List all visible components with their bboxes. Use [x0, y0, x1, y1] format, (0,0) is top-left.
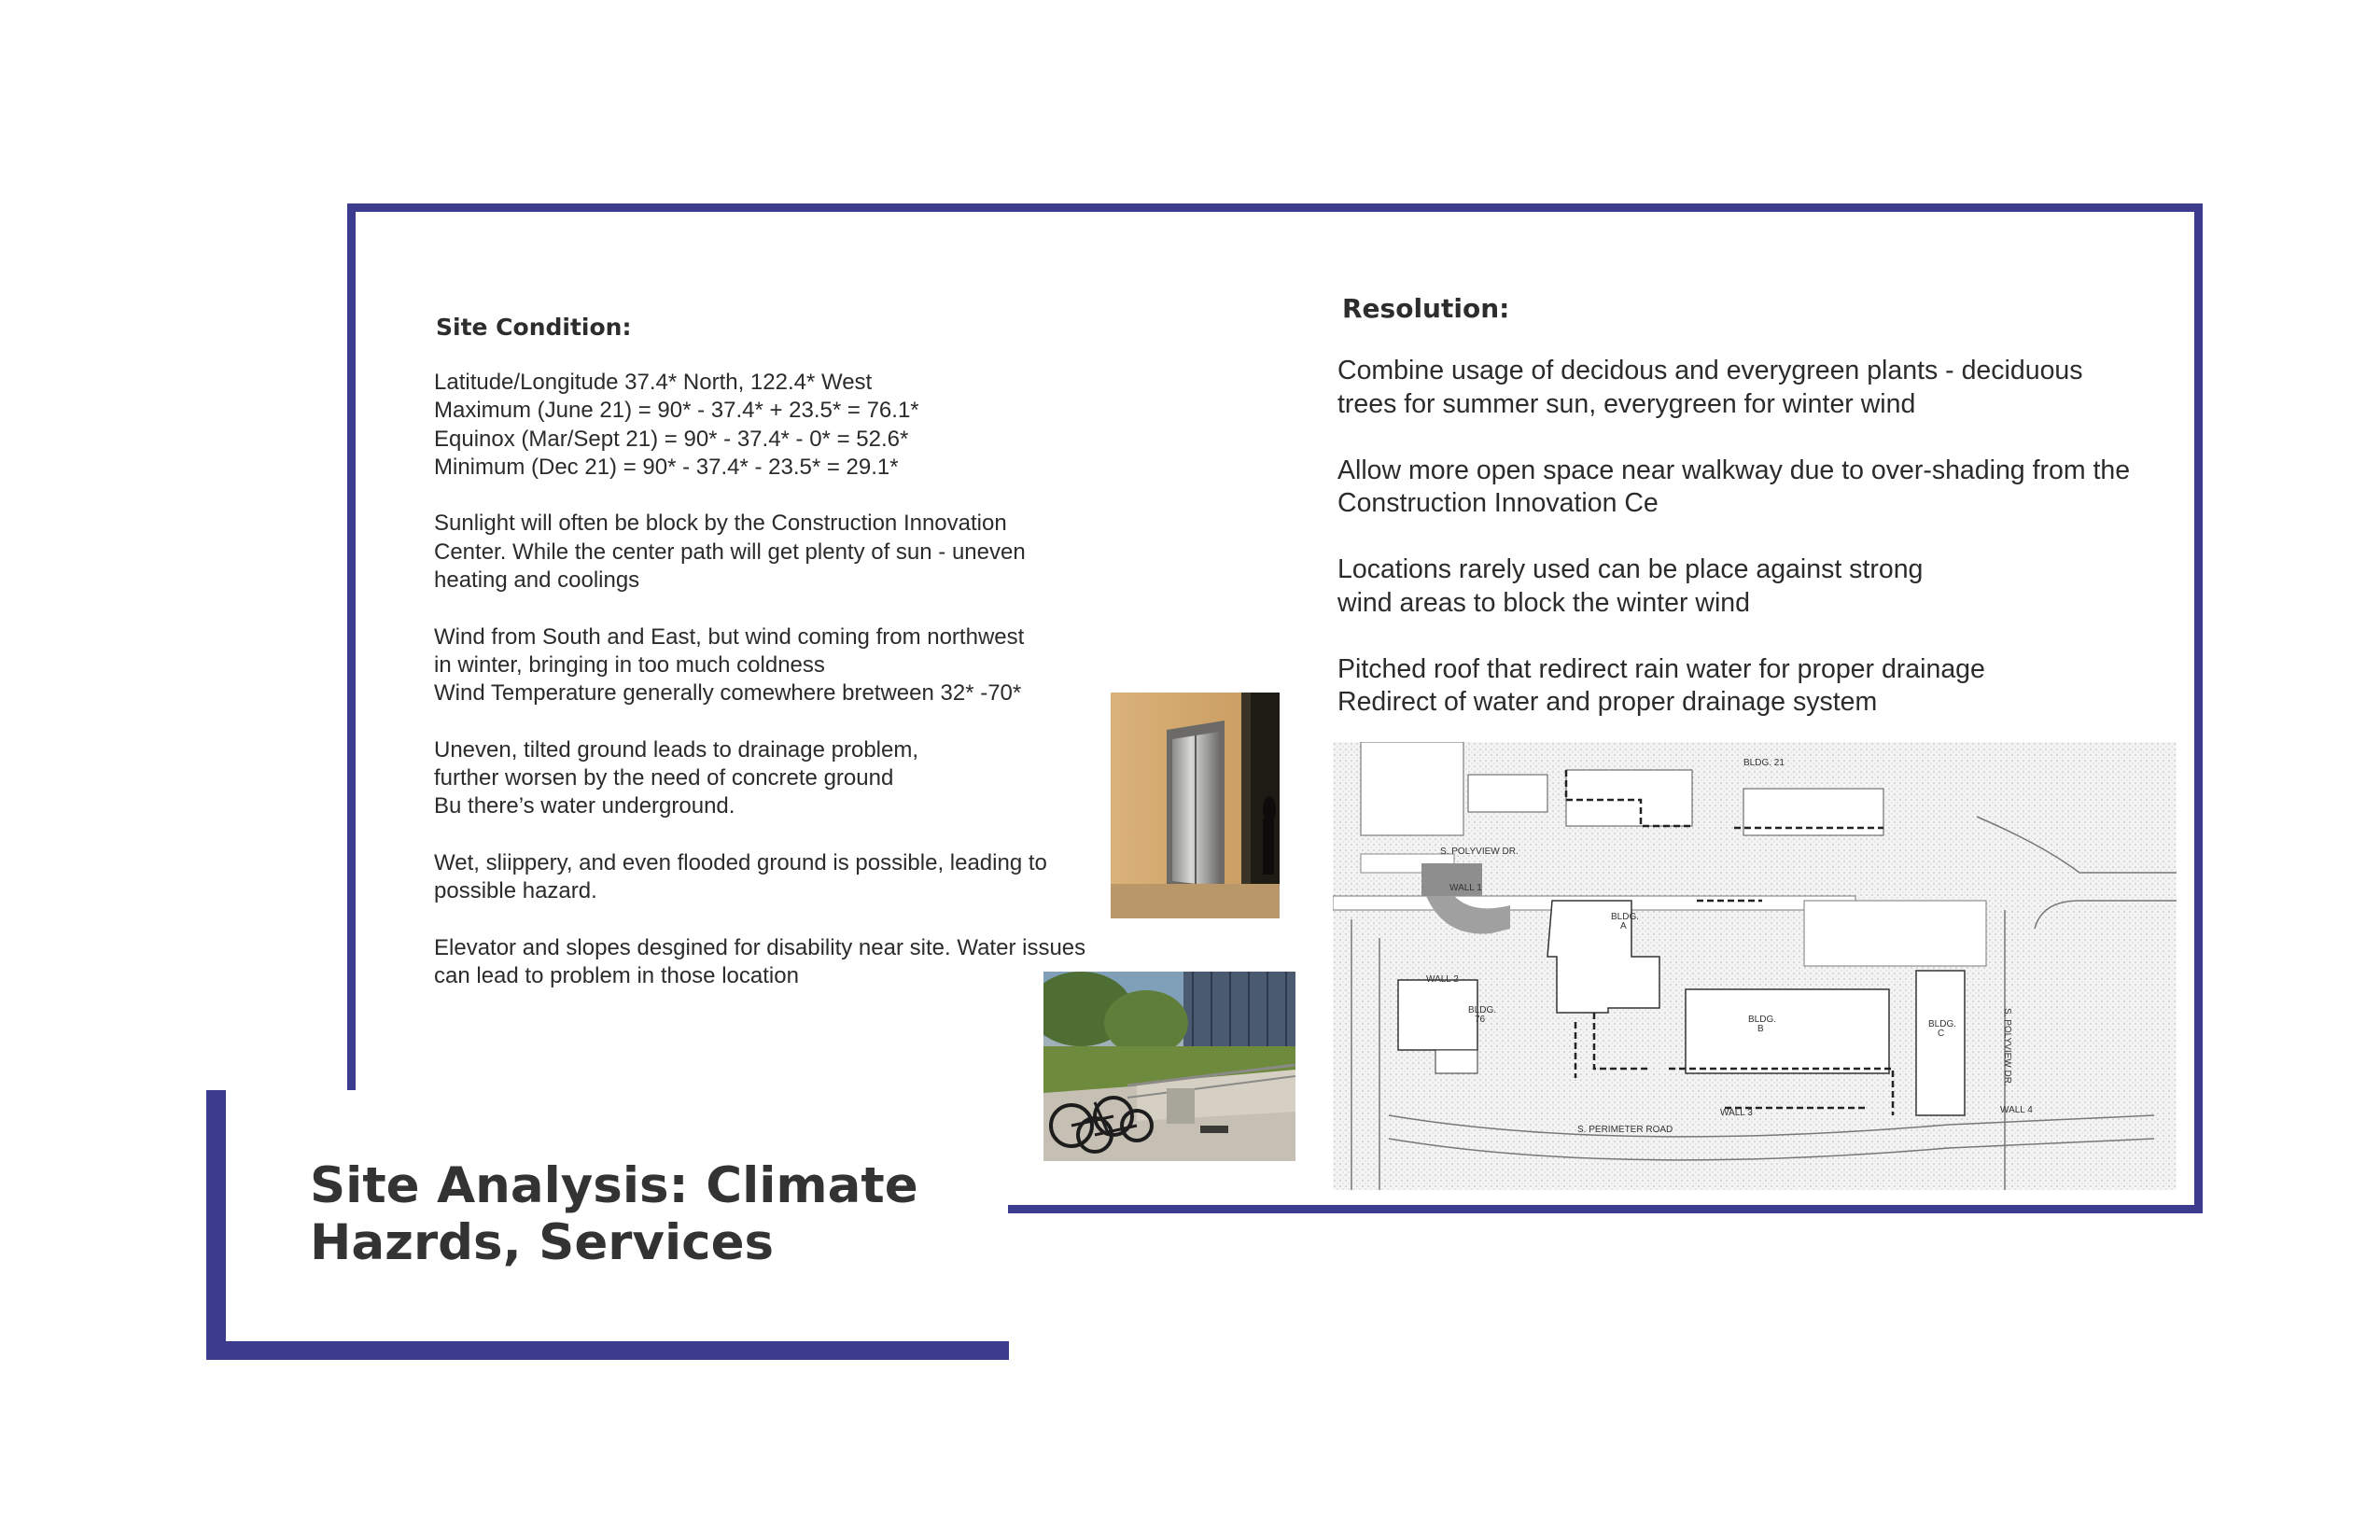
label-bldgc-1: BLDG. [1928, 1019, 1956, 1029]
site-condition-paragraph: Elevator and slopes desgined for disabil… [434, 934, 1086, 989]
frame-left-line [347, 203, 356, 1090]
site-condition-paragraph: Sunlight will often be block by the Cons… [434, 511, 1026, 594]
elevator-photo-graphic [1111, 693, 1280, 918]
label-bldgb-2: B [1757, 1024, 1764, 1034]
label-wall4: WALL 4 [2000, 1105, 2033, 1115]
frame-mid-bottom-line [1008, 1205, 2203, 1213]
label-bldgc-2: C [1938, 1029, 1944, 1039]
label-wall3: WALL 3 [1720, 1108, 1753, 1118]
label-bldgb-1: BLDG. [1748, 1015, 1776, 1025]
resolution-paragraph: Pitched roof that redirect rain water fo… [1337, 653, 1985, 718]
label-wall2: WALL 2 [1426, 974, 1459, 985]
title-box-bottom-line [206, 1341, 1009, 1360]
site-condition-paragraph: Wind from South and East, but wind comin… [434, 623, 1025, 707]
elevator-photo [1111, 693, 1280, 918]
site-condition-heading: Site Condition: [436, 314, 632, 341]
site-condition-paragraph: Latitude/Longitude 37.4* North, 122.4* W… [434, 370, 919, 480]
label-bldga-2: A [1620, 921, 1627, 931]
label-polyview-dr-top: S. POLYVIEW DR. [1440, 847, 1519, 857]
frame-top-line [347, 203, 2203, 212]
resolution-heading: Resolution: [1342, 293, 1510, 324]
resolution-paragraph: Allow more open space near walkway due t… [1337, 455, 2131, 519]
resolution-paragraph: Combine usage of decidous and everygreen… [1337, 356, 2083, 419]
site-plan: BLDG. 21 S. POLYVIEW DR. WALL 1 BLDG. A … [1332, 741, 2177, 1190]
site-condition-body: Latitude/Longitude 37.4* North, 122.4* W… [434, 369, 1143, 1019]
page-title: Site Analysis: Climate Hazrds, Services [310, 1157, 918, 1271]
frame-right-line [2194, 203, 2203, 1213]
bike-ramp-photo [1043, 972, 1295, 1161]
label-bldg76-2: 76 [1475, 1015, 1486, 1025]
site-plan-drawing: BLDG. 21 S. POLYVIEW DR. WALL 1 BLDG. A … [1332, 741, 2177, 1190]
label-polyview-dr-side: S. POLYVIEW DR. [2002, 1008, 2012, 1086]
title-box-left-line [206, 1090, 226, 1360]
resolution-body: Combine usage of decidous and everygreen… [1337, 355, 2196, 752]
resolution-paragraph: Locations rarely used can be place again… [1337, 554, 1924, 618]
bike-ramp-photo-graphic [1043, 972, 1295, 1161]
label-perimeter-road: S. PERIMETER ROAD [1577, 1125, 1673, 1135]
label-wall1: WALL 1 [1449, 883, 1482, 893]
label-bldg21: BLDG. 21 [1743, 758, 1785, 768]
label-bldga-1: BLDG. [1611, 912, 1639, 922]
label-bldg76-1: BLDG. [1468, 1005, 1496, 1015]
site-condition-paragraph: Uneven, tilted ground leads to drainage … [434, 736, 918, 819]
site-condition-paragraph: Wet, sliippery, and even flooded ground … [434, 850, 1047, 904]
